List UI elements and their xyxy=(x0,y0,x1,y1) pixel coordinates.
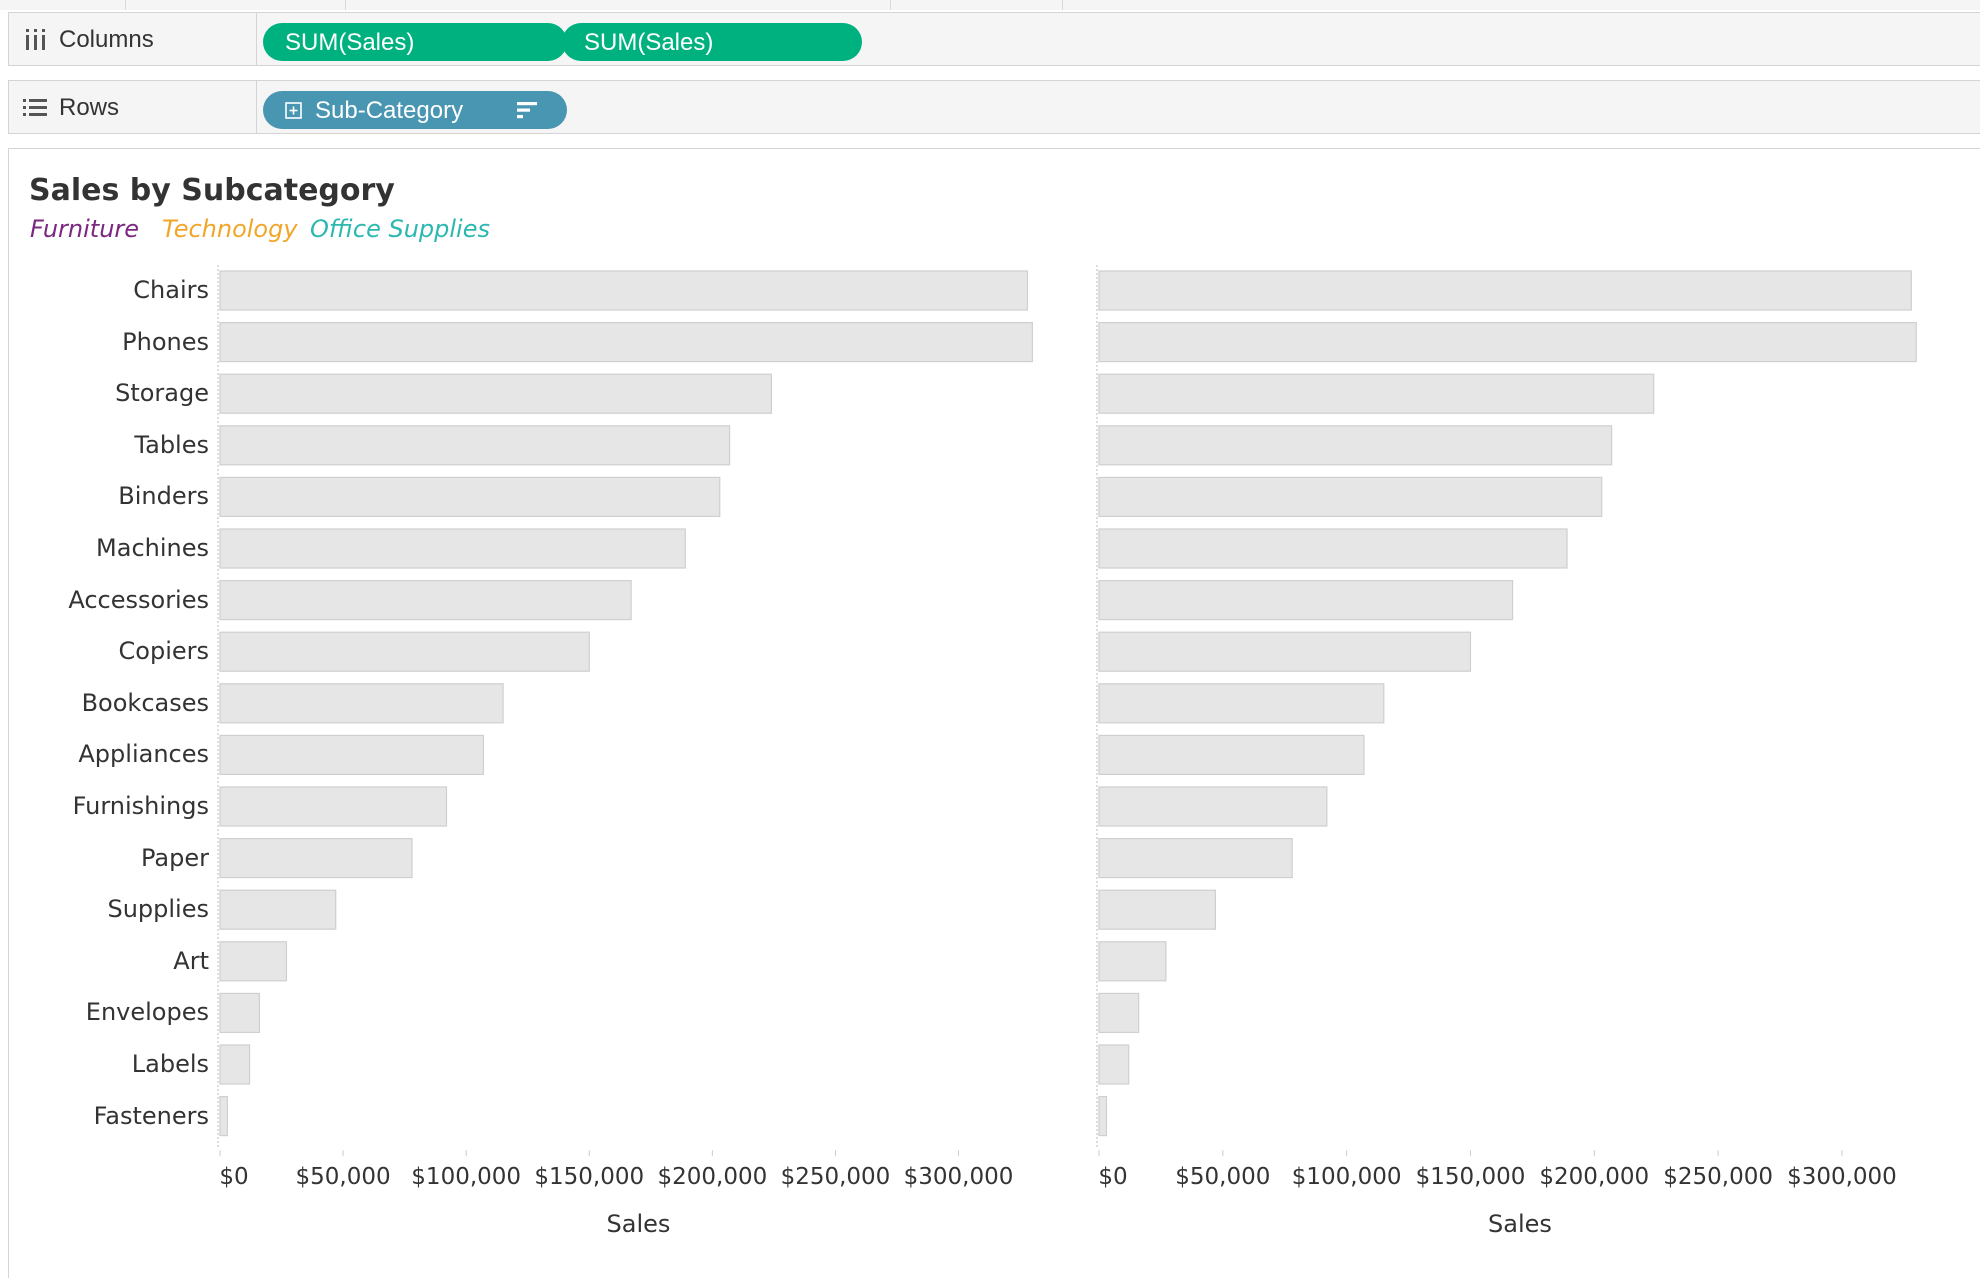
x-tick-label: $150,000 xyxy=(534,1164,644,1190)
bar-machines[interactable] xyxy=(1098,528,1568,569)
bar-paper[interactable] xyxy=(219,837,413,879)
bar-binders[interactable] xyxy=(219,476,721,517)
x-tick-label: $300,000 xyxy=(904,1164,1014,1190)
x-tick-label: $0 xyxy=(1098,1164,1127,1190)
rows-shelf[interactable]: Rows Sub-Category xyxy=(8,80,1980,134)
bar-appliances[interactable] xyxy=(219,734,485,776)
bar-labels[interactable] xyxy=(219,1044,251,1085)
row-label-fasteners[interactable]: Fasteners xyxy=(93,1101,209,1130)
columns-shelf[interactable]: Columns SUM(Sales) SUM(Sales) xyxy=(8,12,1980,66)
x-tick-label: $0 xyxy=(219,1164,248,1190)
sort-descending-icon[interactable] xyxy=(517,101,539,119)
bar-accessories[interactable] xyxy=(1098,580,1514,621)
x-axis-title[interactable]: Sales xyxy=(607,1210,671,1238)
chart-title: Sales by Subcategory xyxy=(29,173,395,208)
rows-pill-sub-category[interactable]: Sub-Category xyxy=(263,91,567,129)
bar-binders[interactable] xyxy=(1098,476,1603,517)
x-tick-label: $100,000 xyxy=(1292,1164,1402,1190)
bar-tables[interactable] xyxy=(219,425,731,466)
row-label-envelopes[interactable]: Envelopes xyxy=(85,998,209,1027)
row-label-chairs[interactable]: Chairs xyxy=(133,276,209,304)
bar-phones[interactable] xyxy=(1098,322,1917,363)
bar-labels[interactable] xyxy=(1098,1044,1130,1085)
bar-chairs[interactable] xyxy=(1098,270,1912,311)
strip-divider xyxy=(125,0,126,10)
row-label-art[interactable]: Art xyxy=(173,946,209,975)
top-strip xyxy=(0,0,1980,10)
bar-chairs[interactable] xyxy=(219,270,1029,311)
columns-shelf-header: Columns xyxy=(9,13,257,65)
x-tick-label: $150,000 xyxy=(1416,1164,1526,1190)
bar-charts: $0 $50,000 $100,000 $150,000 $200,000 $250,00… xyxy=(217,265,1917,1238)
x-tick-label: $300,000 xyxy=(1787,1164,1897,1190)
strip-divider xyxy=(1062,0,1063,10)
rows-icon xyxy=(23,99,47,116)
legend-furniture: Furniture xyxy=(30,215,140,243)
row-label-bookcases[interactable]: Bookcases xyxy=(81,688,209,717)
strip-divider xyxy=(345,0,346,10)
x-tick-label: $250,000 xyxy=(1663,1164,1773,1190)
bar-art[interactable] xyxy=(219,941,288,982)
x-tick-label: $200,000 xyxy=(657,1164,767,1190)
bar-furnishings[interactable] xyxy=(1098,786,1328,827)
row-label-furnishings[interactable]: Furnishings xyxy=(72,792,209,820)
row-label-binders[interactable]: Binders xyxy=(118,482,209,511)
bar-appliances[interactable] xyxy=(1098,734,1365,776)
bar-copiers[interactable] xyxy=(219,631,590,672)
row-label-storage[interactable]: Storage xyxy=(115,379,209,408)
x-tick-label: $200,000 xyxy=(1539,1164,1649,1190)
row-label-tables[interactable]: Tables xyxy=(134,430,209,459)
bar-supplies[interactable] xyxy=(1098,889,1216,930)
bar-accessories[interactable] xyxy=(219,580,632,621)
rows-shelf-label: Rows xyxy=(59,94,120,121)
bar-tables[interactable] xyxy=(1098,425,1613,466)
pill-label: Sub-Category xyxy=(315,97,464,124)
worksheet-view: Sales by Subcategory Furniture Technolog… xyxy=(8,148,1980,1278)
pill-label: SUM(Sales) xyxy=(285,29,415,56)
bar-fasteners[interactable] xyxy=(219,1095,228,1137)
bar-envelopes[interactable] xyxy=(1098,992,1140,1034)
x-tick-label: $250,000 xyxy=(781,1164,891,1190)
bar-supplies[interactable] xyxy=(219,889,337,930)
bar-paper[interactable] xyxy=(1098,837,1293,879)
row-label-appliances[interactable]: Appliances xyxy=(78,740,209,769)
columns-pill-sum-sales-2[interactable]: SUM(Sales) xyxy=(562,23,862,61)
bar-bookcases[interactable] xyxy=(219,683,504,724)
expand-plus-icon[interactable] xyxy=(285,102,302,119)
strip-divider xyxy=(890,0,891,10)
columns-icon xyxy=(26,29,45,50)
row-label-paper[interactable]: Paper xyxy=(141,843,209,872)
bar-art[interactable] xyxy=(1098,941,1167,982)
columns-shelf-label: Columns xyxy=(59,26,154,53)
bar-envelopes[interactable] xyxy=(219,992,260,1034)
x-axis-title[interactable]: Sales xyxy=(1488,1210,1552,1238)
pill-label: SUM(Sales) xyxy=(584,29,714,56)
x-tick-label: $50,000 xyxy=(1175,1164,1270,1190)
legend-office-supplies: Office Supplies xyxy=(310,215,490,243)
bar-phones[interactable] xyxy=(219,322,1033,363)
bar-bookcases[interactable] xyxy=(1098,683,1385,724)
rows-shelf-header: Rows xyxy=(9,81,257,133)
bar-storage[interactable] xyxy=(219,373,773,414)
row-label-copiers[interactable]: Copiers xyxy=(118,637,209,666)
bar-machines[interactable] xyxy=(219,528,686,569)
row-label-accessories[interactable]: Accessories xyxy=(68,585,209,614)
bar-furnishings[interactable] xyxy=(219,786,448,827)
x-tick-label: $100,000 xyxy=(411,1164,521,1190)
row-label-machines[interactable]: Machines xyxy=(96,534,209,562)
row-label-phones[interactable]: Phones xyxy=(122,327,209,356)
bar-storage[interactable] xyxy=(1098,373,1655,414)
row-label-labels[interactable]: Labels xyxy=(131,1050,209,1078)
row-label-supplies[interactable]: Supplies xyxy=(107,895,209,924)
legend-technology: Technology xyxy=(162,215,298,243)
x-tick-label: $50,000 xyxy=(296,1164,391,1190)
bar-fasteners[interactable] xyxy=(1098,1095,1108,1137)
columns-pill-sum-sales-1[interactable]: SUM(Sales) xyxy=(263,23,567,61)
bar-copiers[interactable] xyxy=(1098,631,1472,672)
